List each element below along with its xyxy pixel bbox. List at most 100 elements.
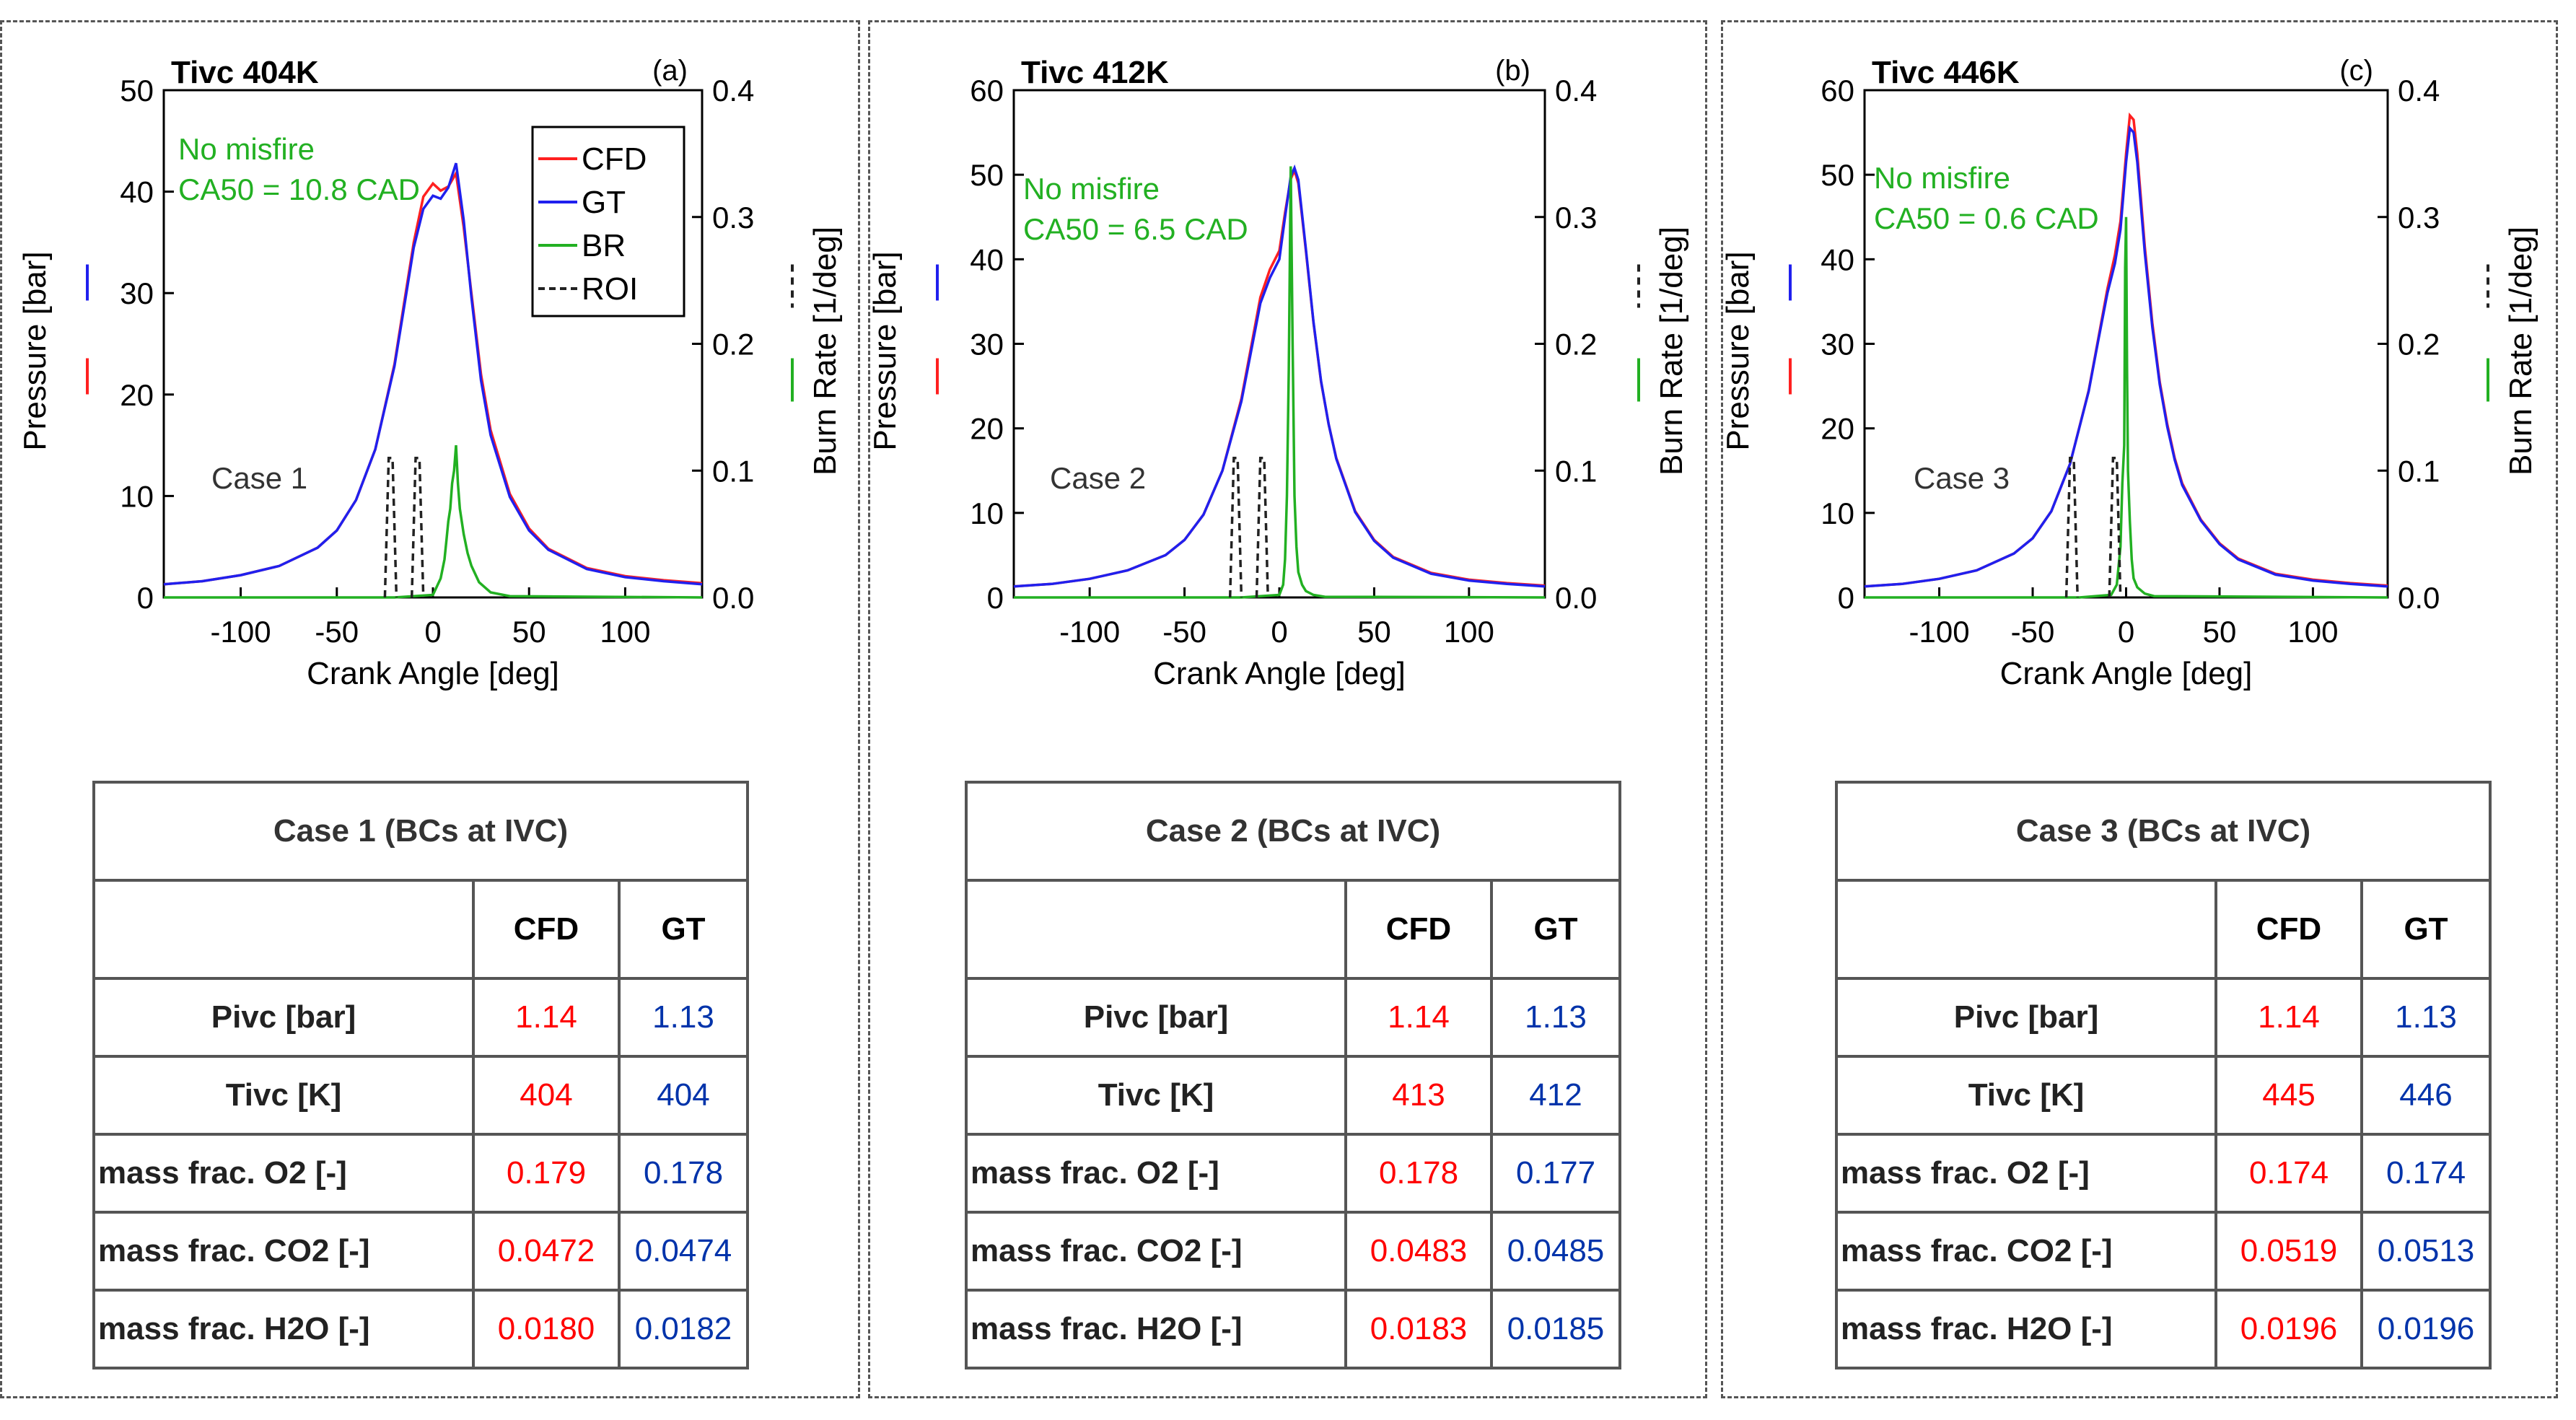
series-br-line — [1865, 216, 2388, 599]
y-tick-label: 50 — [120, 74, 154, 108]
cfd-value: 0.0180 — [472, 1289, 621, 1369]
row-label: mass frac. H2O [-] — [92, 1289, 475, 1369]
cfd-value: 0.0519 — [2214, 1211, 2363, 1292]
legend-label-cfd: CFD — [582, 141, 647, 177]
y2-tick-label: 0.2 — [1555, 328, 1597, 361]
x-tick-label: 100 — [1444, 615, 1494, 649]
y2-tick-label: 0.3 — [712, 201, 754, 235]
series-roi-line — [2064, 456, 2079, 598]
series-roi-line — [383, 456, 398, 598]
row-label: mass frac. CO2 [-] — [965, 1211, 1347, 1292]
chart-c: Tivc 446K (c) 0 10 20 30 40 50 60 0.0 0.1 0.2 0.3 0.4… — [1723, 55, 2538, 691]
gt-value: 0.0196 — [2360, 1289, 2492, 1369]
y2-tick-label: 0.4 — [712, 74, 754, 108]
y2-tick-label: 0.0 — [2398, 581, 2440, 615]
row-label: mass frac. O2 [-] — [1835, 1133, 2217, 1214]
y-tick-label: 40 — [120, 175, 154, 209]
y-tick-label: 40 — [970, 242, 1004, 276]
gt-value: 0.0182 — [618, 1289, 749, 1369]
gt-value: 0.0474 — [618, 1211, 749, 1292]
case-label: Case 3 — [1914, 461, 2010, 495]
table-a: Case 1 (BCs at IVC) CFD GT Pivc [bar] 1.1… — [92, 781, 749, 1369]
cfd-value: 404 — [472, 1055, 621, 1136]
row-label: mass frac. O2 [-] — [965, 1133, 1347, 1214]
series-gt-line — [1864, 125, 2388, 588]
col-header-cfd: CFD — [2214, 879, 2363, 980]
row-label: Tivc [K] — [92, 1055, 475, 1136]
empty-cell — [1835, 879, 2217, 980]
y2-tick-label: 0.0 — [712, 581, 754, 615]
y2-axis-label: Burn Rate [1/deg] — [807, 227, 843, 475]
row-label: Pivc [bar] — [1835, 977, 2217, 1058]
row-label: mass frac. O2 [-] — [92, 1133, 475, 1214]
table-title: Case 3 (BCs at IVC) — [1835, 781, 2492, 882]
x-tick-label: -50 — [1162, 615, 1206, 649]
y-tick-label: 20 — [120, 378, 154, 412]
gt-value: 0.174 — [2360, 1133, 2492, 1214]
x-tick-label: 50 — [512, 615, 546, 649]
y2-tick-label: 0.2 — [2398, 328, 2440, 361]
chart-title: Tivc 446K — [1872, 55, 2020, 90]
y2-tick-label: 0.1 — [1555, 454, 1597, 488]
series-br-line — [1014, 166, 1546, 599]
table-b: Case 2 (BCs at IVC) CFD GT Pivc [bar] 1.1… — [965, 781, 1621, 1369]
legend-label-roi: ROI — [582, 271, 638, 307]
gt-value: 0.0185 — [1490, 1289, 1621, 1369]
gt-value: 1.13 — [2360, 977, 2492, 1058]
y-tick-label: 30 — [1821, 328, 1854, 361]
gt-value: 404 — [618, 1055, 749, 1136]
x-tick-label: 100 — [2287, 615, 2338, 649]
cfd-value: 1.14 — [2214, 977, 2363, 1058]
y-tick-label: 0 — [1838, 581, 1854, 615]
col-header-cfd: CFD — [1344, 879, 1493, 980]
annotation-text: No misfire — [178, 132, 315, 166]
y-tick-label: 0 — [137, 581, 154, 615]
y2-tick-label: 0.1 — [712, 454, 754, 488]
y-tick-label: 20 — [1821, 412, 1854, 446]
x-tick-label: -100 — [1059, 615, 1120, 649]
y-tick-label: 50 — [970, 158, 1004, 192]
panel-b: Tivc 412K (b) 0 10 20 30 40 50 60 0.0 0.1 0.2 0.3 0.4… — [868, 20, 1707, 1398]
chart-title: Tivc 404K — [171, 55, 319, 90]
series-roi-line — [410, 456, 425, 598]
annotation-text: CA50 = 10.8 CAD — [178, 172, 420, 206]
y-tick-label: 20 — [970, 412, 1004, 446]
row-label: Pivc [bar] — [92, 977, 475, 1058]
x-tick-label: 0 — [1271, 615, 1287, 649]
panel-label: (b) — [1495, 55, 1530, 87]
row-label: mass frac. CO2 [-] — [1835, 1211, 2217, 1292]
panel-a: Tivc 404K (a) 0 10 20 30 40 50 0.0 0.1 0.2 0.3 0.4 -1… — [0, 20, 860, 1398]
x-tick-label: 100 — [600, 615, 650, 649]
x-tick-label: -100 — [211, 615, 271, 649]
y-axis-label: Pressure [bar] — [1723, 251, 1756, 450]
cfd-value: 0.174 — [2214, 1133, 2363, 1214]
y-tick-label: 40 — [1821, 242, 1854, 276]
x-axis-label: Crank Angle [deg] — [307, 656, 559, 691]
cfd-value: 0.0196 — [2214, 1289, 2363, 1369]
row-label: Tivc [K] — [1835, 1055, 2217, 1136]
annotation-text: No misfire — [1874, 161, 2010, 195]
x-tick-label: 50 — [2203, 615, 2237, 649]
panel-label: (a) — [652, 55, 688, 87]
y-tick-label: 10 — [120, 479, 154, 513]
gt-value: 1.13 — [1490, 977, 1621, 1058]
gt-value: 0.177 — [1490, 1133, 1621, 1214]
chart-b: Tivc 412K (b) 0 10 20 30 40 50 60 0.0 0.1 0.2 0.3 0.4… — [870, 55, 1689, 691]
empty-cell — [965, 879, 1347, 980]
y2-axis-label: Burn Rate [1/deg] — [1654, 227, 1689, 475]
series-roi-line — [1255, 456, 1269, 598]
y-axis-label: Pressure [bar] — [17, 251, 53, 450]
gt-value: 0.178 — [618, 1133, 749, 1214]
y2-axis-label: Burn Rate [1/deg] — [2503, 227, 2538, 475]
annotation-text: No misfire — [1023, 172, 1160, 206]
y-tick-label: 0 — [987, 581, 1004, 615]
gt-value: 446 — [2360, 1055, 2492, 1136]
gt-value: 0.0513 — [2360, 1211, 2492, 1292]
y2-tick-label: 0.1 — [2398, 454, 2440, 488]
row-label: mass frac. H2O [-] — [965, 1289, 1347, 1369]
y-tick-label: 30 — [970, 328, 1004, 361]
col-header-gt: GT — [618, 879, 749, 980]
panel-label: (c) — [2339, 55, 2373, 87]
cfd-value: 445 — [2214, 1055, 2363, 1136]
y2-tick-label: 0.3 — [2398, 201, 2440, 235]
